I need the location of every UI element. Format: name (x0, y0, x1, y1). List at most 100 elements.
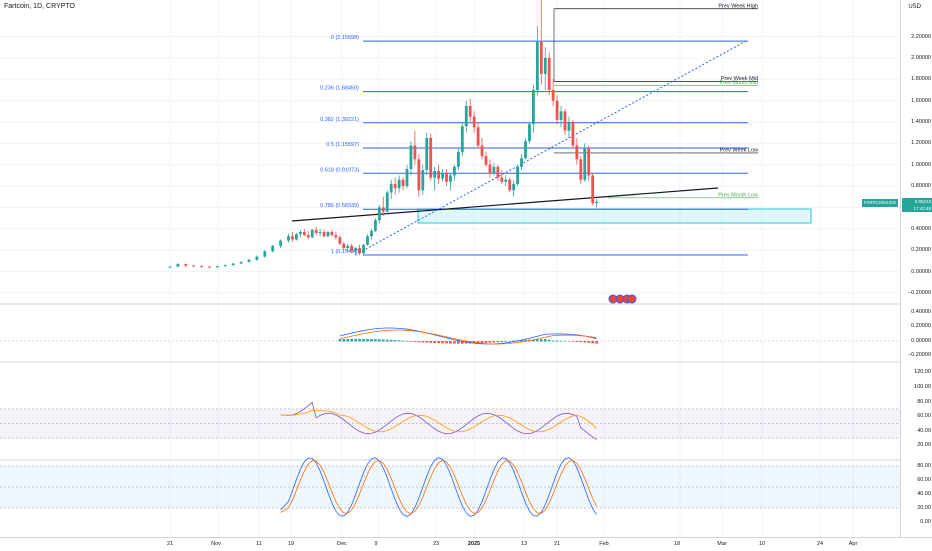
candle-body (397, 179, 401, 189)
fib-label: 0 (2.15698) (331, 35, 359, 41)
current-price-tag: 0.65213 17:42:48 (902, 198, 932, 212)
time-tick: Dec (337, 541, 347, 547)
event-flags-icon[interactable] (608, 294, 637, 304)
macd-histogram-bar (433, 341, 436, 344)
support-zone-box (417, 208, 812, 224)
macd-histogram-bar (555, 340, 559, 342)
macd-histogram-bar (425, 341, 429, 343)
price-tick: 2.00000 (911, 54, 931, 61)
macd-histogram-bar (563, 340, 567, 342)
key-level-label: Prev Week Low (720, 147, 758, 153)
price-tick: 1.20000 (911, 140, 931, 147)
candle-body (354, 248, 358, 252)
chart-area[interactable]: 0 (2.15698) 0.236 (1.68450) 0.382 (1.39221… (0, 0, 900, 537)
rsi-tick: 40.00 (917, 427, 931, 434)
price-tick: 1.00000 (911, 161, 931, 168)
candle-body (326, 231, 330, 237)
candle-body (591, 175, 595, 204)
candle-body (543, 57, 547, 74)
candle-body (291, 236, 294, 240)
rsi-tick: 120.00 (914, 369, 931, 376)
macd-histogram-bar (461, 341, 464, 344)
candle-body (528, 124, 531, 142)
rsi-ma-line (280, 409, 597, 433)
candle-body (453, 166, 456, 176)
macd-histogram-bar (496, 341, 500, 343)
macd-histogram-bar (575, 341, 579, 342)
candles[interactable] (168, 0, 598, 269)
candle-body (318, 231, 322, 234)
macd-histogram-bar (571, 341, 575, 342)
macd-histogram-bar (567, 341, 571, 342)
macd-histogram-bar (413, 341, 417, 342)
candle-body (377, 207, 381, 221)
candle-body (334, 235, 338, 238)
key-level-label: Prev Month Mid (719, 80, 758, 86)
macd-histogram-bar (378, 339, 381, 342)
macd-histogram-bar (508, 340, 511, 342)
trendline-dotted (354, 39, 749, 256)
macd-histogram-bar (393, 340, 397, 342)
pane-separators (0, 303, 900, 461)
candle-body (456, 151, 460, 167)
candle-body (468, 105, 472, 117)
candle-body (449, 175, 452, 182)
time-tick: 24 (816, 541, 824, 547)
candle-body (389, 183, 393, 193)
candle-body (579, 159, 583, 180)
trendlines[interactable] (291, 39, 749, 256)
candle-body (512, 183, 516, 191)
candle-body (532, 89, 535, 125)
macd-histogram-bar (488, 341, 492, 343)
candle-body (358, 248, 361, 254)
candle-body (231, 263, 235, 266)
macd-histogram-bar (512, 340, 515, 342)
candle-body (247, 259, 251, 262)
macd-histogram-bar (551, 340, 555, 342)
candle-body (239, 261, 243, 264)
time-scale[interactable]: 21 Nov 11 19 Dec 9 23 2025 13 21 Feb 18 Mar 10 24 Apr (0, 537, 932, 551)
symbol-title[interactable]: Fartcoin, 1D, CRYPTO (4, 3, 75, 10)
candle-body (287, 236, 290, 241)
candle-body (314, 229, 318, 234)
candle-body (370, 230, 373, 237)
macd-pane[interactable] (0, 327, 900, 345)
macd-histogram-bar (520, 340, 523, 342)
fib-label: 1 (0.15496) (331, 249, 359, 255)
candle-body (184, 264, 188, 266)
currency-label[interactable]: USD (908, 4, 921, 10)
price-chart[interactable]: 0 (2.15698) 0.236 (1.68450) 0.382 (1.39221… (0, 0, 900, 537)
macd-histogram-bar (445, 341, 448, 344)
macd-histogram-bar (524, 339, 527, 342)
time-tick: 18 (673, 541, 681, 547)
candle-body (437, 171, 440, 179)
key-level-label: Prev Month Low (718, 192, 758, 198)
candle-body (385, 192, 389, 212)
stoch-tick: 40.00 (917, 491, 931, 497)
rsi-pane[interactable] (0, 401, 900, 440)
rsi-tick: 100.00 (914, 384, 931, 390)
macd-histogram-bar (397, 340, 401, 342)
candle-body (409, 145, 413, 169)
price-tick: 1.60000 (911, 97, 931, 104)
macd-histogram-bar (417, 341, 421, 343)
price-scale[interactable]: USD 2.20000 2.00000 1.80000 1.60000 1.40000 1… (900, 0, 932, 537)
time-tick: 21 (553, 541, 561, 547)
candle-body (374, 220, 377, 231)
stoch-tick: 20.00 (917, 505, 931, 511)
candle-body (575, 145, 579, 160)
rsi-tick: 60.00 (917, 413, 931, 420)
stoch-rsi-pane[interactable] (0, 457, 900, 517)
macd-histogram-bar (401, 340, 405, 342)
macd-histogram-bar (405, 340, 409, 342)
macd-histogram-bar (354, 338, 357, 342)
candle-body (433, 171, 437, 178)
candle-body (524, 141, 527, 159)
candle-body (567, 121, 571, 131)
candle-body (425, 138, 429, 171)
current-price-value: 0.65213 (914, 199, 931, 204)
candle-body (279, 240, 282, 246)
macd-histogram-bar (409, 341, 413, 342)
fibonacci-retracement[interactable]: 0 (2.15698) 0.236 (1.68450) 0.382 (1.39221… (320, 35, 748, 256)
